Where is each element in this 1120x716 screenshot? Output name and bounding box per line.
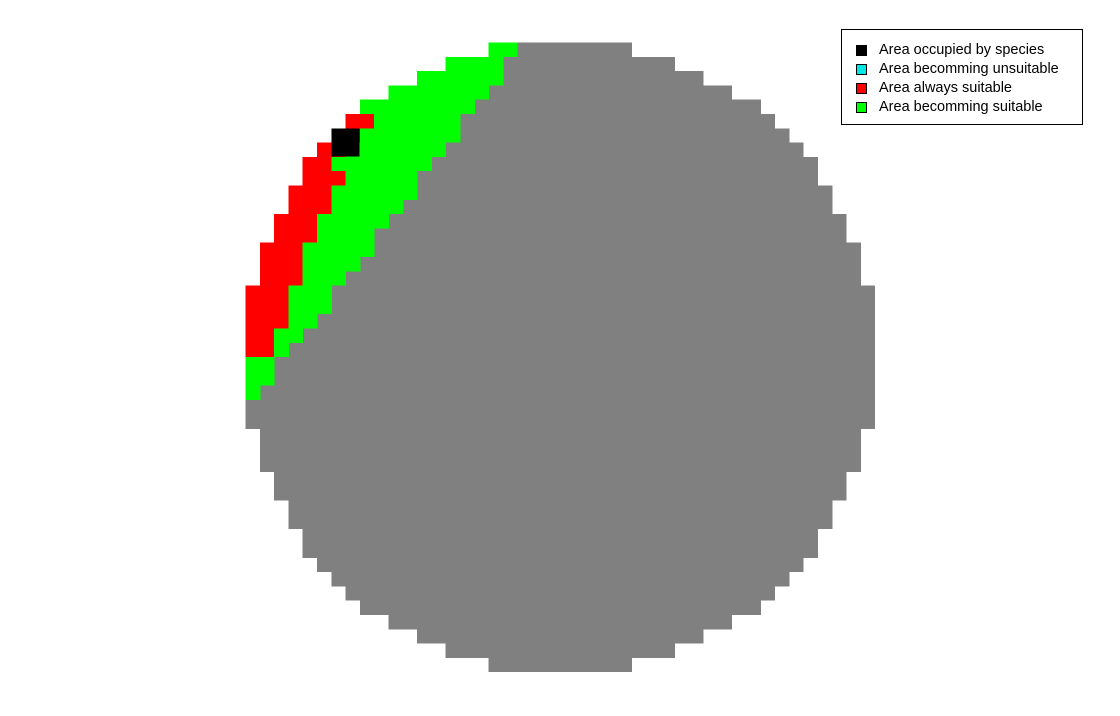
map-cell-region [245,357,876,372]
map-cell-region [417,628,704,644]
legend-swatch-unsuitable [856,63,867,75]
map-cell-becoming-suitable [274,328,304,344]
legend-swatch-becoming-suitable [856,101,867,113]
legend-item-always-suitable: Area always suitable [856,79,1012,97]
map-cell-always-suitable [288,185,332,201]
map-cell-region [302,543,818,558]
map-cell-region [288,514,833,530]
map-cell-becoming-suitable [331,185,418,201]
map-cell-always-suitable [259,257,304,272]
map-cell-region [259,442,861,458]
map-cell-becoming-suitable [245,371,275,387]
map-cell-region [274,485,847,501]
map-cell-region [288,185,833,201]
map-legend: Area occupied by species Area becomming … [841,29,1083,125]
map-cell-region [488,42,633,58]
legend-label-occupied: Area occupied by species [879,42,1045,58]
map-cell-region [274,228,847,244]
map-cell-always-suitable [245,342,275,358]
map-cell-becoming-suitable [331,156,432,172]
map-cell-region [259,428,861,444]
map-cell-becoming-suitable [345,171,418,186]
map-cell-becoming-suitable [331,199,404,215]
map-cell-becoming-suitable [274,342,289,358]
map-cell-region [288,199,833,215]
legend-swatch-occupied [856,44,867,56]
legend-item-unsuitable: Area becomming unsuitable [856,60,1059,78]
map-cell-becoming-suitable [302,242,375,258]
map-cell-region [302,528,818,544]
map-cell-region [274,214,847,229]
map-cell-region [245,285,876,301]
map-cell-becoming-suitable [445,56,504,72]
map-cell-region [245,314,876,329]
map-cell-region [359,600,761,615]
map-cell-always-suitable [245,314,289,329]
map-cell-becoming-suitable [288,285,332,301]
map-cell-becoming-suitable [288,314,318,329]
map-cell-becoming-suitable [359,99,475,115]
map-cell-region [259,257,861,272]
map-cell-always-suitable [245,285,289,301]
map-cell-region [445,643,675,658]
legend-label-becoming-suitable: Area becomming suitable [879,99,1043,115]
map-cell-always-suitable [302,156,332,172]
map-cell-region [302,171,818,186]
map-cell-region [245,400,876,415]
map-cell-occupied [331,128,360,157]
map-grid [245,42,876,673]
map-cell-region [288,500,833,515]
map-cell-region [317,557,804,573]
map-cell-always-suitable [259,271,304,287]
map-cell-region [259,457,861,472]
map-cell-becoming-suitable [288,299,332,315]
map-cell-becoming-suitable [388,85,490,101]
map-cell-region [245,385,876,401]
map-cell-always-suitable [259,242,304,258]
map-cell-region [245,328,876,344]
map-cell-always-suitable [302,171,347,186]
map-cell-becoming-suitable [359,128,461,144]
legend-item-occupied: Area occupied by species [856,41,1044,59]
map-cell-becoming-suitable [317,214,389,229]
map-cell-always-suitable [274,228,318,244]
map-cell-region [345,585,776,601]
map-cell-always-suitable [245,328,275,344]
map-cell-region [259,271,861,287]
map-cell-becoming-suitable [245,385,261,401]
map-cell-region [274,471,847,487]
map-cell-always-suitable [245,299,289,315]
map-cell-becoming-suitable [302,257,361,272]
map-cell-always-suitable [288,199,332,215]
map-cell-becoming-suitable [374,114,461,129]
map-cell-region [259,242,861,258]
map-cell-becoming-suitable [317,228,375,244]
legend-item-becoming-suitable: Area becomming suitable [856,98,1043,116]
map-cell-becoming-suitable [417,71,504,86]
map-cell-region [245,371,876,387]
map-cell-region [488,657,633,673]
map-cell-region [245,414,876,430]
map-cell-becoming-suitable [302,271,347,287]
map-cell-becoming-suitable [345,142,447,158]
legend-label-always-suitable: Area always suitable [879,80,1012,96]
map-cell-region [388,614,733,630]
map-cell-becoming-suitable [488,42,518,58]
map-cell-region [245,342,876,358]
map-cell-becoming-suitable [245,357,275,372]
legend-swatch-always-suitable [856,82,867,94]
map-cell-always-suitable [274,214,318,229]
legend-label-unsuitable: Area becomming unsuitable [879,61,1059,77]
map-cell-region [331,571,790,587]
map-cell-always-suitable [345,114,375,129]
map-cell-region [245,299,876,315]
